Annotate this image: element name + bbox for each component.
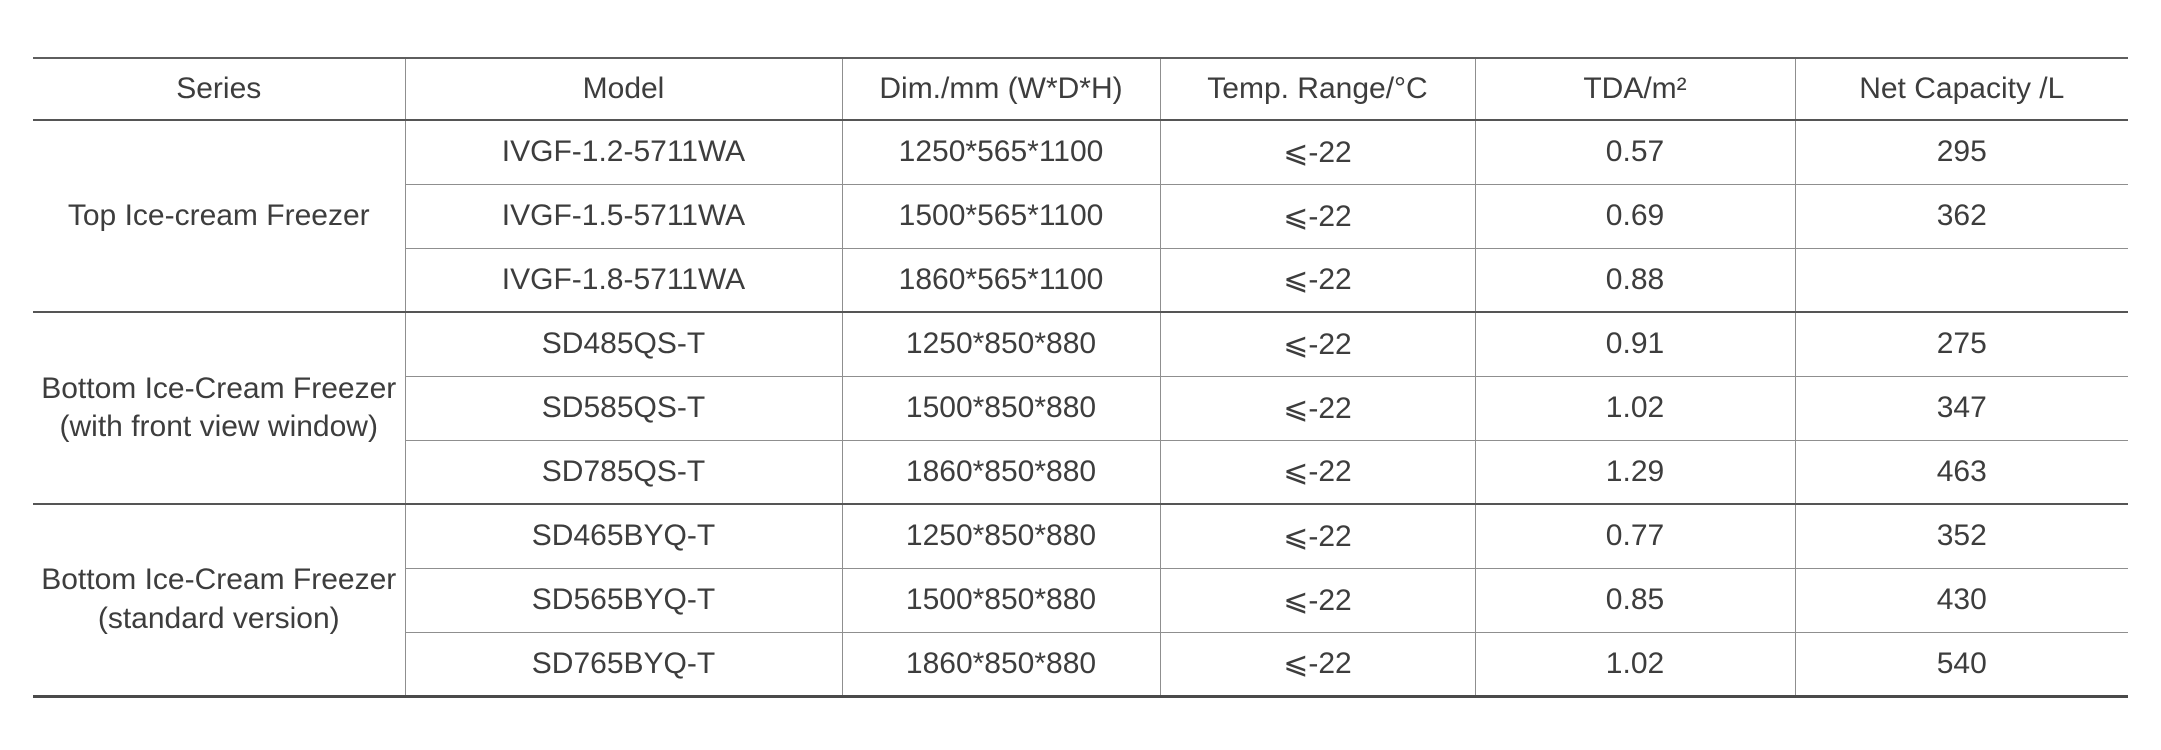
cell-capacity: 430 (1794, 567, 2128, 633)
series-name: Bottom Ice-Cream Freezer (41, 563, 397, 597)
cell-temp: ⩽-22 (1159, 247, 1476, 313)
series-name: Top Ice-cream Freezer (67, 198, 370, 232)
table-row: IVGF-1.5-5711WA 1500*565*1100 ⩽-22 0.69 … (33, 183, 2128, 249)
cell-temp: ⩽-22 (1159, 119, 1476, 185)
cell-capacity (1794, 247, 2128, 313)
cell-capacity: 540 (1794, 631, 2128, 697)
column-header-model: Model (404, 57, 843, 121)
cell-tda: 0.69 (1474, 183, 1796, 249)
cell-model: SD585QS-T (404, 375, 843, 441)
cell-temp: ⩽-22 (1159, 503, 1476, 569)
series-cell-bottom-window: Bottom Ice-Cream Freezer (with front vie… (33, 311, 406, 505)
cell-tda: 1.02 (1474, 375, 1796, 441)
cell-dim: 1500*850*880 (841, 375, 1161, 441)
series-name: Bottom Ice-Cream Freezer (41, 371, 397, 405)
table-row: Bottom Ice-Cream Freezer (standard versi… (33, 503, 2128, 697)
cell-model: SD765BYQ-T (404, 631, 843, 697)
cell-temp: ⩽-22 (1159, 567, 1476, 633)
cell-temp: ⩽-22 (1159, 183, 1476, 249)
series-subname: (standard version) (97, 601, 340, 635)
column-header-net-capacity: Net Capacity /L (1794, 57, 2128, 121)
table-row: IVGF-1.8-5711WA 1860*565*1100 ⩽-22 0.88 (33, 247, 2128, 313)
cell-capacity: 275 (1794, 311, 2128, 377)
table-row: Bottom Ice-Cream Freezer (with front vie… (33, 311, 2128, 505)
table-row: SD585QS-T 1500*850*880 ⩽-22 1.02 347 (33, 375, 2128, 441)
cell-temp: ⩽-22 (1159, 439, 1476, 505)
table-row: Top Ice-cream Freezer IVGF-1.2-5711WA 12… (33, 119, 2128, 313)
cell-capacity: 362 (1794, 183, 2128, 249)
cell-model: IVGF-1.5-5711WA (404, 183, 843, 249)
header-row: Series Model Dim./mm (W*D*H) Temp. Range… (33, 57, 2128, 121)
cell-tda: 0.91 (1474, 311, 1796, 377)
cell-dim: 1860*565*1100 (841, 247, 1161, 313)
cell-capacity: 295 (1794, 119, 2128, 185)
table-row: SD565BYQ-T 1500*850*880 ⩽-22 0.85 430 (33, 567, 2128, 633)
cell-dim: 1250*565*1100 (841, 119, 1161, 185)
cell-dim: 1250*850*880 (841, 311, 1161, 377)
cell-tda: 1.02 (1474, 631, 1796, 697)
cell-temp: ⩽-22 (1159, 631, 1476, 697)
table-row: SD765BYQ-T 1860*850*880 ⩽-22 1.02 540 (33, 631, 2128, 697)
cell-dim: 1250*850*880 (841, 503, 1161, 569)
series-subname: (with front view window) (59, 410, 378, 443)
cell-model: SD785QS-T (404, 439, 843, 505)
cell-temp: ⩽-22 (1159, 375, 1476, 441)
table-row: SD785QS-T 1860*850*880 ⩽-22 1.29 463 (33, 439, 2128, 505)
cell-dim: 1860*850*880 (841, 631, 1161, 697)
cell-model: SD465BYQ-T (404, 503, 843, 569)
series-cell-top-ice-cream: Top Ice-cream Freezer (33, 119, 406, 313)
column-header-tda: TDA/m² (1474, 57, 1796, 121)
cell-capacity: 347 (1794, 375, 2128, 441)
cell-dim: 1500*850*880 (841, 567, 1161, 633)
cell-tda: 0.57 (1474, 119, 1796, 185)
cell-capacity: 352 (1794, 503, 2128, 569)
cell-model: IVGF-1.2-5711WA (404, 119, 843, 185)
cell-temp: ⩽-22 (1159, 311, 1476, 377)
freezer-spec-table: Series Model Dim./mm (W*D*H) Temp. Range… (33, 57, 2128, 698)
cell-model: IVGF-1.8-5711WA (404, 247, 843, 313)
series-cell-bottom-standard: Bottom Ice-Cream Freezer (standard versi… (33, 503, 406, 697)
cell-tda: 1.29 (1474, 439, 1796, 505)
column-header-series: Series (33, 57, 406, 121)
cell-model: SD565BYQ-T (404, 567, 843, 633)
cell-dim: 1500*565*1100 (841, 183, 1161, 249)
cell-tda: 0.77 (1474, 503, 1796, 569)
cell-model: SD485QS-T (404, 311, 843, 377)
column-header-dimensions: Dim./mm (W*D*H) (841, 57, 1161, 121)
cell-tda: 0.88 (1474, 247, 1796, 313)
cell-dim: 1860*850*880 (841, 439, 1161, 505)
column-header-temp-range: Temp. Range/°C (1159, 57, 1476, 121)
cell-tda: 0.85 (1474, 567, 1796, 633)
cell-capacity: 463 (1794, 439, 2128, 505)
